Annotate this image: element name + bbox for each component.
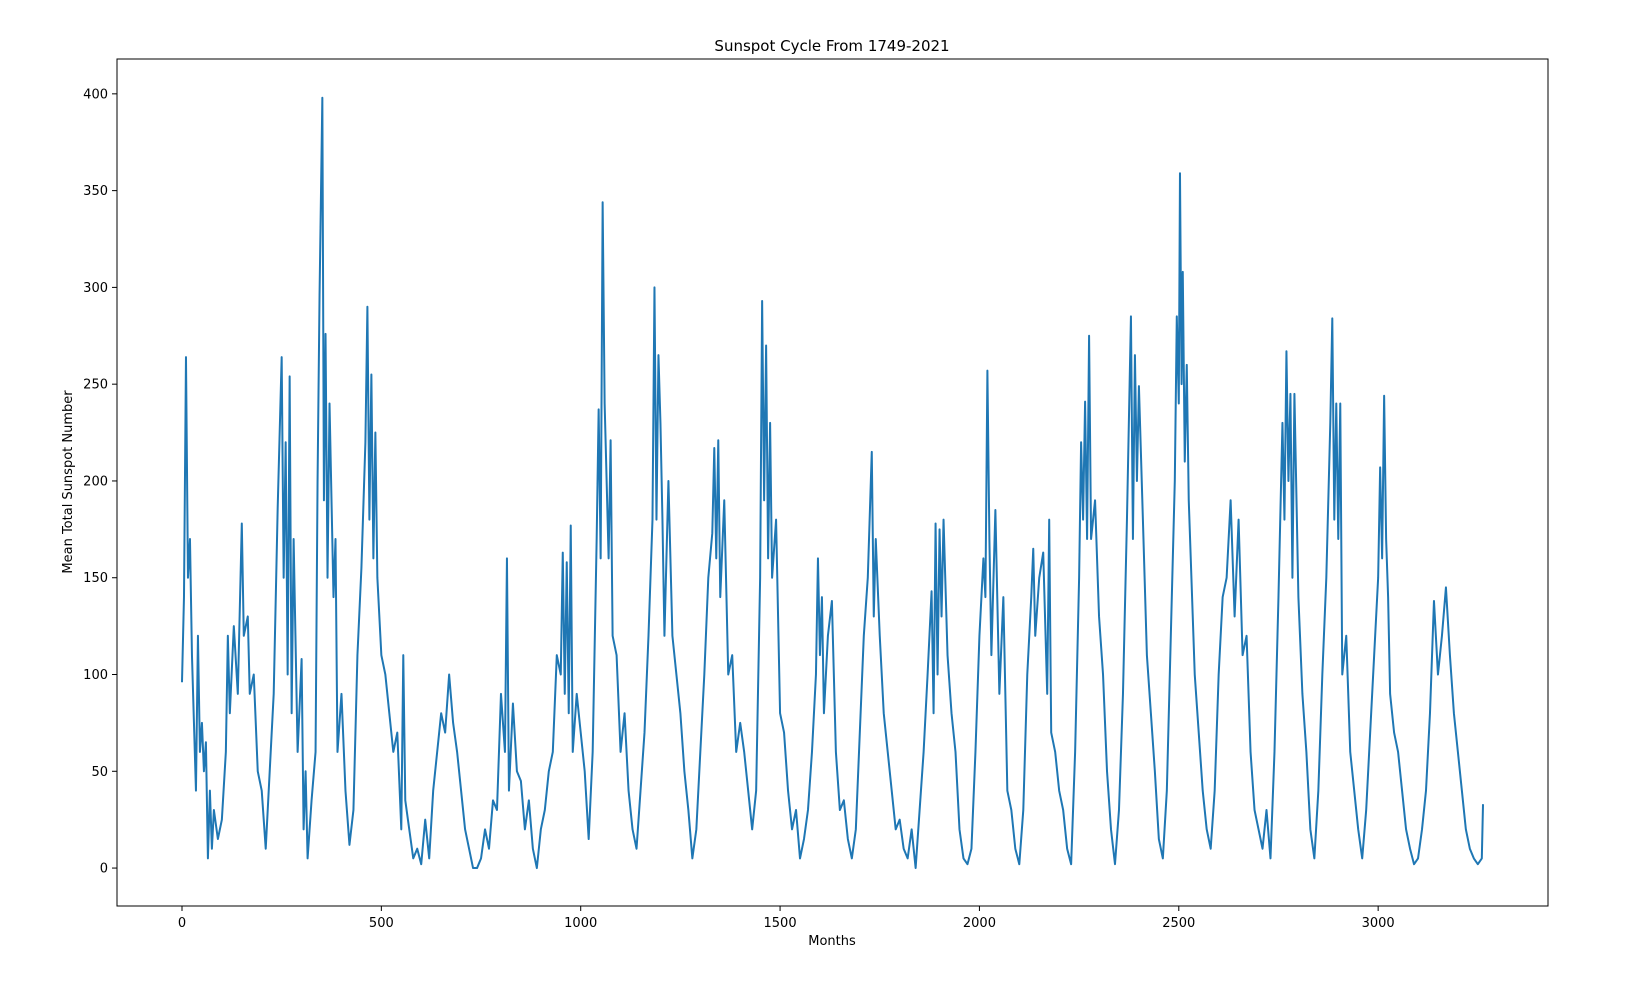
x-tick-label: 1000 <box>564 916 597 931</box>
y-tick-label: 0 <box>100 862 108 877</box>
chart-title: Sunspot Cycle From 1749-2021 <box>714 37 949 55</box>
y-tick-label: 400 <box>83 87 108 102</box>
y-axis-label: Mean Total Sunspot Number <box>61 390 76 574</box>
y-tick-label: 150 <box>83 571 108 586</box>
x-tick-label: 2500 <box>1162 916 1195 931</box>
line-series <box>180 96 1485 870</box>
y-tick-label: 300 <box>83 281 108 296</box>
x-tick-label: 0 <box>178 916 186 931</box>
y-tick-label: 350 <box>83 184 108 199</box>
y-tick-label: 50 <box>91 765 108 780</box>
x-tick-label: 500 <box>369 916 394 931</box>
x-tick-label: 3000 <box>1362 916 1395 931</box>
y-tick-label: 100 <box>83 668 108 683</box>
y-tick-label: 250 <box>83 378 108 393</box>
y-tick-label: 200 <box>83 474 108 489</box>
x-tick-label: 2000 <box>963 916 996 931</box>
x-axis-label: Months <box>808 934 856 949</box>
plot-frame <box>116 58 1549 907</box>
x-tick-label: 1500 <box>764 916 797 931</box>
